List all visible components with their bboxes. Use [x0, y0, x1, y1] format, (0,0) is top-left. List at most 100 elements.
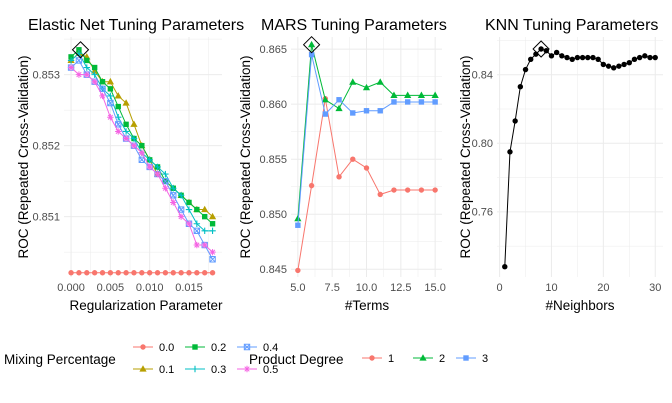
data-point [99, 92, 106, 100]
elastic-net-x-tick-label: 0.015 [175, 282, 203, 294]
data-point [122, 135, 130, 142]
data-point [377, 108, 383, 114]
data-point [91, 78, 98, 85]
knn-y-axis-label: ROC (Repeated Cross-Validation) [458, 55, 473, 258]
mars-y-tick-label: 0.845 [259, 264, 287, 276]
data-point [418, 187, 425, 193]
data-point [91, 67, 99, 74]
data-point [611, 65, 617, 71]
legend-key-marker [139, 365, 147, 372]
mars-best-marker [302, 35, 321, 54]
data-point [193, 241, 201, 249]
data-point [146, 163, 153, 171]
data-point [322, 111, 329, 117]
data-point [146, 156, 153, 164]
elastic-net-y-axis-label: ROC (Repeated Cross-Validation) [16, 55, 31, 258]
data-point [294, 214, 302, 222]
data-point [553, 49, 560, 56]
mixing-legend-keys: 0.0 0.1 0.2 0.3 0.4 0.5 [133, 342, 278, 376]
data-point [642, 53, 648, 59]
data-point [336, 97, 342, 103]
data-point [295, 267, 301, 274]
mars-title: MARS Tuning Parameters [261, 17, 447, 34]
data-point [391, 187, 397, 193]
data-point [162, 270, 169, 276]
data-point [636, 54, 643, 61]
elastic-net-x-tick-labels: 0.000 0.005 0.010 0.015 [57, 282, 202, 294]
data-point [130, 135, 138, 142]
data-point [295, 222, 301, 228]
elastic-net-title: Elastic Net Tuning Parameters [28, 17, 244, 34]
data-point [154, 270, 161, 276]
data-point [647, 54, 653, 61]
data-point [432, 99, 438, 105]
mars-series [294, 40, 439, 274]
mars-y-axis-label: ROC (Repeated Cross-Validation) [238, 55, 253, 258]
data-point [123, 270, 129, 276]
data-point [404, 187, 411, 193]
elastic-net-y-tick-label: 0.852 [32, 140, 60, 152]
data-point [106, 77, 114, 85]
data-point [390, 91, 398, 98]
data-point [122, 99, 130, 106]
knn-grid [497, 37, 663, 277]
knn-x-tick-label: 20 [597, 282, 609, 294]
data-point [528, 56, 534, 62]
data-point [170, 185, 177, 192]
data-point [517, 84, 524, 90]
data-point [201, 205, 209, 213]
mixing-legend-title: Mixing Percentage [4, 352, 116, 367]
legend-label: 0.4 [263, 342, 278, 354]
legend-key-marker [419, 354, 427, 361]
data-point [107, 86, 114, 92]
data-point [130, 142, 138, 149]
mars-panel: 0.845 0.850 0.855 0.860 0.865 5.0 7.5 10.0 12.5… [238, 17, 447, 313]
data-point [185, 220, 193, 227]
data-point [91, 270, 98, 276]
data-point [307, 40, 316, 48]
data-point [68, 270, 74, 276]
data-point [154, 170, 161, 178]
mars-y-tick-label: 0.850 [259, 209, 287, 221]
data-point [170, 192, 177, 199]
elastic-net-x-tick-label: 0.010 [136, 282, 164, 294]
data-point [652, 54, 658, 61]
data-point [616, 63, 622, 69]
data-point [579, 54, 586, 61]
mars-y-tick-label: 0.865 [259, 44, 287, 56]
legend-label: 0.1 [159, 364, 174, 376]
data-point [154, 163, 161, 171]
data-point [170, 199, 177, 206]
data-point [404, 99, 411, 105]
data-point [431, 91, 439, 98]
data-point [209, 248, 216, 256]
data-point [91, 71, 98, 78]
elastic-net-series [67, 47, 217, 276]
legend-key-marker [463, 355, 469, 361]
data-point [146, 270, 153, 276]
data-point [76, 47, 82, 53]
knn-x-tick-label: 0 [497, 282, 503, 294]
data-point [522, 66, 529, 73]
elastic-net-y-tick-labels: 0.851 0.852 0.853 [32, 69, 60, 223]
data-point [377, 191, 383, 198]
data-point [130, 120, 138, 127]
knn-title: KNN Tuning Parameters [485, 17, 658, 34]
data-point [564, 54, 570, 61]
mars-x-tick-labels: 5.0 7.5 10.0 12.5 15.0 [290, 282, 446, 294]
data-point [208, 212, 217, 220]
data-point [177, 192, 185, 199]
data-point [321, 95, 329, 103]
mars-x-tick-label: 5.0 [290, 282, 305, 294]
data-point [595, 56, 601, 62]
data-point [201, 241, 208, 249]
legend-label: 3 [482, 353, 488, 365]
knn-x-tick-labels: 0 10 20 30 [497, 282, 662, 294]
knn-y-tick-label: 0.76 [472, 207, 493, 219]
data-point [559, 53, 565, 59]
data-point [83, 64, 90, 71]
data-point [115, 270, 121, 276]
data-point [404, 91, 412, 98]
data-point [350, 110, 356, 116]
data-point [185, 206, 193, 213]
